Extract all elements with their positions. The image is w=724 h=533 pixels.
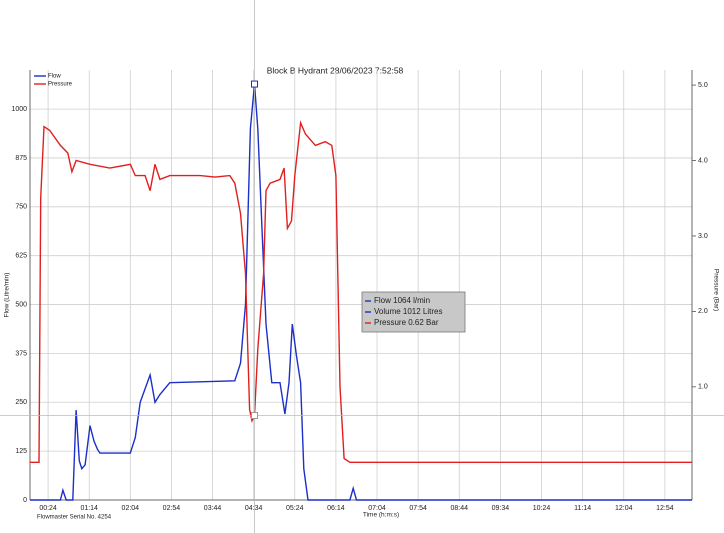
x-tick-label: 11:14 [574, 505, 591, 512]
tooltip-box [361, 291, 466, 333]
y-tick-label: 750 [15, 204, 27, 211]
x-tick-label: 02:04 [122, 505, 140, 512]
y-tick-label: 250 [15, 399, 27, 406]
y2-tick-label: 2.0 [698, 308, 708, 315]
y2-tick-label: 5.0 [698, 82, 708, 89]
series-line [30, 84, 692, 501]
x-tick-label: 12:54 [656, 505, 674, 512]
chart-title: Block B Hydrant 28/06/2023 7:52:58 [267, 65, 404, 75]
x-tick-label: 02:54 [163, 505, 181, 512]
series-line [30, 120, 692, 463]
y-tick-label: 875 [15, 155, 27, 162]
tooltip-text: Pressure 0.62 Bar [374, 318, 439, 327]
y-tick-label: 500 [15, 301, 27, 308]
y2-tick-label: 1.0 [698, 384, 708, 391]
x-axis-label: Time (h:m:s) [363, 512, 399, 519]
x-tick-label: 09:34 [492, 505, 510, 512]
x-tick-label: 04:34 [245, 505, 263, 512]
x-tick-label: 03:44 [204, 505, 222, 512]
tooltip-text: Volume 1012 Litres [374, 307, 443, 316]
y-tick-label: 125 [15, 448, 27, 455]
y-tick-label: 0 [23, 497, 27, 504]
y2-tick-label: 4.0 [698, 157, 708, 164]
cursor-marker [251, 412, 259, 420]
y2-axis-label: Pressure (Bar) [712, 269, 719, 311]
footer: Flowmaster Serial No. 4254 [37, 515, 112, 521]
x-tick-label: 07:04 [368, 505, 386, 512]
y-axis-label: Flow (Litre/min) [4, 273, 11, 318]
x-tick-label: 06:14 [327, 505, 345, 512]
x-tick-label: 07:54 [409, 505, 427, 512]
y-tick-label: 375 [15, 350, 27, 357]
tooltip-text: Flow 1064 l/min [374, 296, 430, 305]
x-tick-label: 00:24 [39, 505, 57, 512]
y2-tick-label: 3.0 [698, 233, 708, 240]
x-tick-label: 12:04 [615, 505, 633, 512]
y-tick-label: 625 [15, 253, 27, 260]
x-tick-label: 05:24 [286, 505, 304, 512]
legend-label: Pressure [48, 82, 73, 88]
x-tick-label: 08:44 [451, 505, 469, 512]
x-tick-label: 10:24 [533, 505, 551, 512]
y-tick-label: 1000 [11, 106, 27, 113]
legend-label: Flow [48, 74, 61, 80]
x-tick-label: 01:14 [80, 505, 98, 512]
cursor-marker [251, 80, 259, 88]
